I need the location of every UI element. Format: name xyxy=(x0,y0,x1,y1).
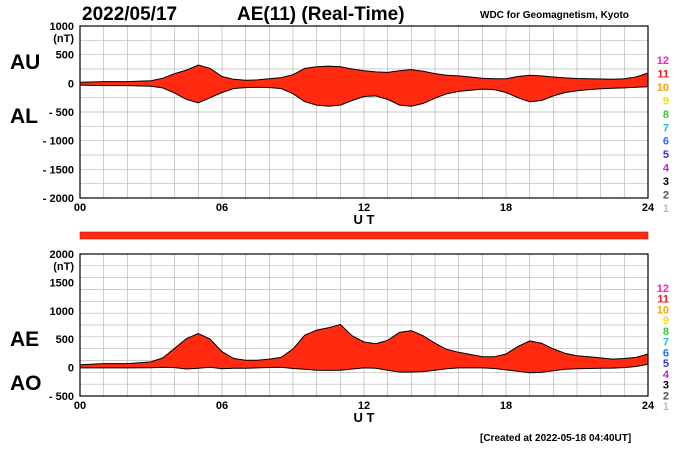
x-tick-label: 12 xyxy=(358,202,370,214)
al-label: AL xyxy=(10,105,38,128)
ao-label: AO xyxy=(10,372,42,395)
data-credit: WDC for Geomagnetism, Kyoto xyxy=(480,10,629,21)
station-number-label: 12 xyxy=(657,55,669,67)
y-tick-label: 1000 xyxy=(50,21,74,33)
y-tick-label: 1000 xyxy=(50,306,74,318)
y-tick-label: - 1500 xyxy=(43,164,74,176)
x-tick-label: 12 xyxy=(358,400,370,412)
station-number-label: 6 xyxy=(663,347,669,359)
station-number-label: 3 xyxy=(663,380,669,392)
station-number-label: 7 xyxy=(663,122,669,134)
y-tick-label: 0 xyxy=(68,78,74,90)
x-tick-label: 24 xyxy=(642,400,655,412)
y-tick-label: - 500 xyxy=(49,107,74,119)
series-line-al xyxy=(79,84,649,107)
y-tick-label: - 1000 xyxy=(43,136,74,148)
x-tick-label: 24 xyxy=(642,202,655,214)
y-tick-label: 1500 xyxy=(50,277,74,289)
station-number-label: 9 xyxy=(663,95,669,107)
station-number-label: 8 xyxy=(663,326,669,338)
x-tick-label: 06 xyxy=(216,202,228,214)
series-line-ao xyxy=(80,363,649,374)
station-number-label: 7 xyxy=(663,337,669,349)
station-number-label: 2 xyxy=(663,190,669,202)
station-number-label: 2 xyxy=(663,390,669,402)
x-tick-label: 18 xyxy=(500,202,512,214)
au-label: AU xyxy=(10,51,41,74)
station-number-label: 4 xyxy=(663,163,670,175)
chart-title: AE(11) (Real-Time) xyxy=(237,4,405,25)
x-tick-label: 00 xyxy=(74,400,86,412)
ae-label: AE xyxy=(10,328,40,351)
station-number-label: 6 xyxy=(663,136,669,148)
series-line-au xyxy=(79,64,649,83)
y-tick-label: 500 xyxy=(56,50,74,62)
y-tick-label: 2000 xyxy=(50,249,74,261)
data-coverage-bar xyxy=(79,231,649,240)
ae-ao-filled-area xyxy=(80,324,648,373)
station-number-label: 8 xyxy=(663,109,669,121)
panel-au-al: 1000 500 0 - 500 - 1000 - 1500 - 2000 (nT) 00 06 1… xyxy=(43,21,670,227)
station-number-label: 4 xyxy=(663,369,670,381)
created-timestamp: [Created at 2022-05-18 04:40UT] xyxy=(480,433,632,444)
station-number-label: 5 xyxy=(663,149,669,161)
chart-date: 2022/05/17 xyxy=(82,4,178,25)
plot-frame xyxy=(79,253,649,397)
y-unit-label: (nT) xyxy=(53,33,74,45)
station-number-label: 9 xyxy=(663,315,669,327)
station-number-label: 11 xyxy=(657,294,669,306)
y-tick-label: 500 xyxy=(56,334,74,346)
station-number-label: 3 xyxy=(663,176,669,188)
x-tick-label: 00 xyxy=(74,202,86,214)
x-axis-label: U T xyxy=(354,410,375,425)
station-number-label: 1 xyxy=(663,401,669,413)
y-tick-label: 0 xyxy=(68,363,74,375)
au-al-filled-area xyxy=(80,65,648,107)
station-number-label: 1 xyxy=(663,203,669,215)
station-number-label: 10 xyxy=(657,82,669,94)
y-tick-label: - 2000 xyxy=(43,193,74,205)
y-tick-label: - 500 xyxy=(49,391,74,403)
station-number-label: 11 xyxy=(657,68,669,80)
x-tick-label: 06 xyxy=(216,400,228,412)
station-number-label: 10 xyxy=(657,304,669,316)
y-unit-label: (nT) xyxy=(53,261,74,273)
station-number-label: 12 xyxy=(657,283,669,295)
x-axis-label: U T xyxy=(354,212,375,227)
station-number-label: 5 xyxy=(663,358,669,370)
x-tick-label: 18 xyxy=(500,400,512,412)
plot-frame xyxy=(79,25,649,199)
series-line-ae xyxy=(79,323,649,366)
